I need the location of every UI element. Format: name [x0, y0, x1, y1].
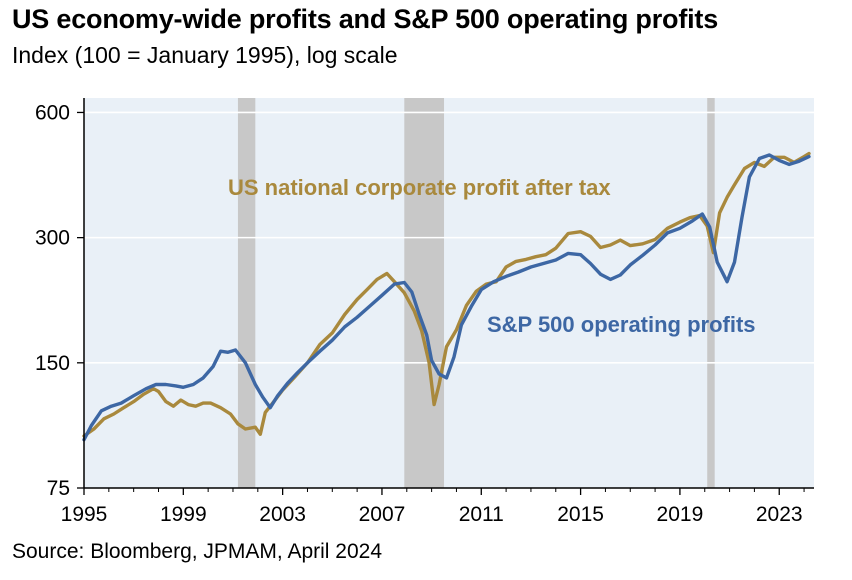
chart-title: US economy-wide profits and S&P 500 oper…	[12, 4, 719, 34]
x-tick-label: 1999	[160, 503, 207, 526]
recession-bands	[237, 98, 715, 488]
series-line-sp500	[82, 153, 811, 442]
x-tick-label: 1995	[61, 503, 108, 526]
x-tick-label: 2007	[359, 503, 406, 526]
x-tick-label: 2019	[657, 503, 704, 526]
x-axis-ticks: 1995 1999 2003 2007 2011 2015 2019 2023	[61, 488, 805, 526]
recession-band	[404, 98, 445, 488]
gridlines	[84, 111, 814, 364]
chart-subtitle: Index (100 = January 1995), log scale	[12, 42, 398, 68]
y-tick-label: 600	[35, 101, 70, 124]
y-tick-label: 150	[35, 352, 70, 375]
y-axis-ticks: 75 150 300 600	[35, 101, 84, 500]
x-tick-label: 2015	[557, 503, 604, 526]
source-note: Source: Bloomberg, JPMAM, April 2024	[12, 540, 383, 563]
x-tick-label: 2011	[459, 503, 504, 526]
x-tick-label: 2023	[756, 503, 803, 526]
x-tick-label: 2003	[259, 503, 306, 526]
plot-area	[84, 98, 814, 488]
y-tick-label: 75	[47, 477, 70, 500]
series-label-sp500: S&P 500 operating profits	[487, 312, 756, 337]
series-lines	[82, 151, 811, 442]
recession-band	[707, 98, 715, 488]
series-label-national-profit: US national corporate profit after tax	[228, 175, 611, 200]
y-tick-label: 300	[35, 227, 70, 250]
recession-band	[237, 98, 256, 488]
